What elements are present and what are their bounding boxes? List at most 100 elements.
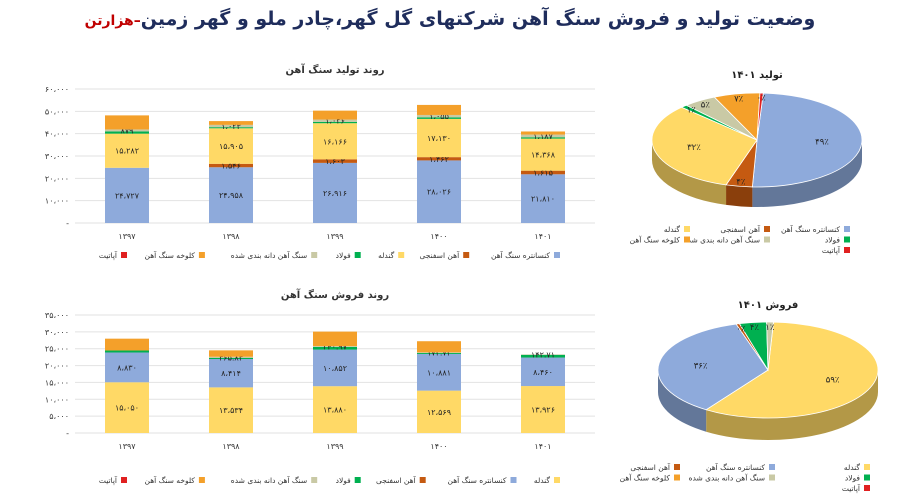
y-tick-label: ۳۵،۰۰۰ [45,311,69,320]
legend-label: کلوخه سنگ آهن [145,475,196,485]
legend-swatch [674,474,680,481]
bar-concentrate [521,357,565,387]
legend-swatch [311,477,318,483]
bar-steel [105,131,149,134]
legend-label: سنگ آهن دانه بندی شده [689,473,765,483]
y-tick-label: ۲۰،۰۰۰ [45,174,69,183]
bar-pellet [209,387,253,433]
legend-swatch [510,477,517,483]
bar-lump [105,115,149,130]
legend-label: کنسانتره سنگ آهن [447,475,506,485]
legend-swatch [844,247,850,253]
data-label: ۱۰،۸۵۲ [323,364,347,373]
data-label: ۱،۶۰۳ [325,157,345,166]
bar-crushed [521,354,565,355]
x-tick-label: ۱۳۹۹ [326,232,343,241]
bar-crushed [313,119,357,122]
production_trend-title: روند تولید سنگ آهن [285,63,384,76]
legend-label: آپاتیت [99,475,118,485]
data-label: ۱،۰۵۵ [429,112,449,121]
bar-crushed [209,356,253,358]
bar-lump [209,350,253,357]
page-title-block: وضعیت تولید و فروش سنگ آهن شرکتهای گل گه… [0,8,900,30]
bar-lump [105,338,149,351]
pie-label: ۰٪ [736,324,746,334]
bar-lump [417,104,461,115]
bar-crushed [209,124,253,128]
data-label: ۸،۴۶۰ [533,368,553,377]
bar-lump [313,331,357,347]
legend-swatch [844,236,850,243]
y-tick-label: ۱۵،۰۰۰ [45,378,69,387]
x-tick-label: ۱۳۹۷ [118,442,136,451]
bar-pellet [521,386,565,433]
y-tick-label: ۲۵،۰۰۰ [45,345,69,354]
bar-pellet [209,128,253,164]
pie-slice-concentrate [751,92,863,188]
pie-side-concentrate [658,370,707,432]
bar-crushed [521,134,565,138]
bar-steel [521,354,565,358]
x-tick-label: ۱۴۰۰ [430,442,447,451]
production_share-chart: تولید ۱۴۰۱ ۴۹٪ ۴٪ ۳۲٪ ۱٪ ۵٪ ۷٪ ۰٪ کنسانتره سنگ آ… [630,70,863,255]
bar-steel [313,121,357,124]
data-label: ۱۳،۸۸۰ [323,406,347,415]
data-label: ۱،۰۲۶ [325,117,345,126]
pie-slice-pellet [651,106,758,186]
y-tick-label: - [66,219,69,228]
data-label: ۱۴۲.۷۱ [531,351,555,360]
y-tick-label: ۱۰،۰۰۰ [45,395,69,404]
legend-label: آهن اسفنجی [376,475,417,485]
bar-concentrate [417,353,461,391]
data-label: ۲۴۰.۹۷ [323,343,348,352]
data-label: ۱۷۲.۷۲ [427,349,451,358]
bar-steel [521,137,565,139]
data-label: ۲۶،۹۱۶ [323,189,347,198]
bar-concentrate [313,349,357,387]
legend-swatch [354,252,361,258]
legend-label: فولاد [825,236,840,245]
y-tick-label: ۳۰،۰۰۰ [45,328,69,337]
data-label: ۱،۴۶۲ [429,155,449,164]
pie-label: ۴٪ [750,323,760,333]
pie-side-sponge [726,184,753,207]
x-tick-label: ۱۴۰۱ [534,442,551,451]
pie-slice-concentrate [657,323,769,411]
data-label: ۱۳،۹۲۶ [531,406,555,415]
x-tick-label: ۱۳۹۸ [222,442,240,451]
legend-swatch [864,485,870,491]
legend-label: سنگ آهن دانه بندی شده [684,235,760,245]
legend-label: گندله [534,476,551,485]
legend-swatch [121,252,127,258]
data-label: ۸۷۹ [121,126,134,135]
pie-slice-apatite [756,92,764,141]
bar-crushed [313,346,357,347]
bar-lump [313,110,357,120]
legend-label: آهن اسفنجی [420,250,461,260]
y-tick-label: ۲۰،۰۰۰ [45,362,69,371]
bar-steel [209,357,253,360]
pie-label: ۱٪ [765,323,775,333]
legend-swatch [354,477,361,483]
data-label: ۱۳،۵۳۴ [219,406,243,415]
bar-pellet [417,118,461,158]
bar-crushed [417,114,461,118]
bar-steel [313,346,357,350]
legend-label: سنگ آهن دانه بندی شده [231,475,307,485]
bar-concentrate [521,174,565,223]
legend-label: گندله [844,463,861,472]
pie-slice-pellet [705,321,879,419]
pie-side-pellet [706,370,878,440]
bar-pellet [105,133,149,168]
x-tick-label: ۱۴۰۰ [430,232,447,241]
data-label: ۳۶۵.۸۳ [219,353,244,362]
bar-sponge [417,157,461,161]
bar-sponge [521,170,565,175]
bar-crushed [105,129,149,132]
data-label: ۱۴،۳۶۸ [531,151,556,160]
bar-steel [417,117,461,119]
bar-lump [521,131,565,135]
data-label: ۸،۸۳۰ [117,363,137,372]
data-label: ۱۶،۱۶۶ [323,137,347,146]
